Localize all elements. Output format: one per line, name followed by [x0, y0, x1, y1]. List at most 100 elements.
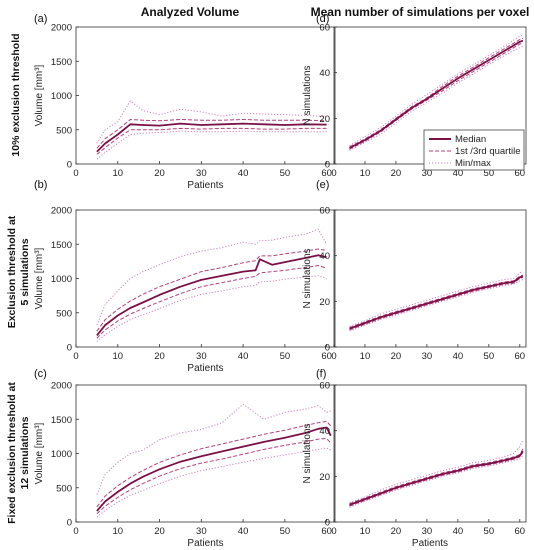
- x-tick-label: 40: [238, 526, 249, 537]
- panels: (a)0 10 20 30 40 50 600500100015002000Patients…: [34, 13, 527, 549]
- series-line-median-c: [96, 426, 332, 512]
- x-tick-label: 60: [515, 168, 526, 179]
- legend-box: [423, 129, 525, 171]
- x-tick-label: 20: [391, 168, 402, 179]
- x-tick-label: 30: [422, 351, 433, 362]
- x-tick-label: 60: [515, 526, 526, 537]
- x-tick-label: 20: [154, 168, 165, 179]
- x-tick-label: 0: [331, 168, 336, 179]
- x-tick-label: 30: [196, 526, 207, 537]
- y-tick-label: 500: [56, 125, 72, 136]
- series-line-q3-e: [349, 274, 524, 329]
- series-line-q1-a: [96, 127, 327, 155]
- axes-box-e: [333, 209, 527, 348]
- x-tick-label: 30: [422, 526, 433, 537]
- series-line-q3-a: [96, 119, 327, 149]
- series-line-q1-d: [349, 42, 524, 150]
- panel-label-e: (e): [316, 179, 329, 191]
- panel-label-c: (c): [34, 368, 47, 380]
- y-tick-label: 40: [319, 251, 330, 262]
- y-tick-label: 0: [67, 160, 72, 171]
- x-tick-label: 10: [112, 351, 123, 362]
- x-tick-label: 10: [360, 526, 371, 537]
- y-tick-label: 40: [319, 68, 330, 79]
- y-tick-label: 1500: [51, 415, 72, 426]
- panel-label-f: (f): [316, 368, 326, 380]
- axes-box-c: [75, 384, 336, 523]
- panel-label-d: (d): [316, 13, 329, 25]
- y-tick-label: 1000: [51, 449, 72, 460]
- x-tick-label: 20: [154, 526, 165, 537]
- x-tick-label: 60: [321, 351, 332, 362]
- series-line-max-a: [96, 100, 327, 144]
- row-label-10pct: 10% exclusion threshold: [10, 33, 22, 156]
- y-tick-label: 0: [67, 343, 72, 354]
- series-line-max-f: [349, 439, 524, 504]
- series-line-q1-c: [96, 437, 332, 515]
- x-tick-label: 10: [112, 526, 123, 537]
- x-tick-label: 0: [331, 351, 336, 362]
- row-label-threshold-5-line1: Exclusion threshold at: [6, 215, 18, 328]
- y-tick-label: 60: [319, 23, 330, 34]
- x-tick-label: 50: [484, 351, 495, 362]
- y-tick-label: 500: [56, 483, 72, 494]
- x-axis-label-a: Patients: [187, 180, 223, 191]
- series-line-max-e: [349, 271, 524, 327]
- y-tick-label: 20: [319, 472, 330, 483]
- series-line-median-e: [349, 275, 524, 330]
- y-tick-label: 0: [325, 343, 330, 354]
- y-axis-label-a: Volume [mm³]: [34, 64, 45, 126]
- panel-label-b: (b): [34, 179, 47, 191]
- y-tick-label: 500: [56, 308, 72, 319]
- x-tick-label: 20: [154, 351, 165, 362]
- x-axis-label-b: Patients: [187, 363, 223, 374]
- x-tick-label: 50: [484, 526, 495, 537]
- y-tick-label: 20: [319, 297, 330, 308]
- y-tick-label: 1000: [51, 274, 72, 285]
- x-tick-label: 20: [391, 351, 402, 362]
- row-label-threshold-5-line2: 5 simulations: [19, 238, 31, 305]
- y-tick-label: 2000: [51, 381, 72, 392]
- panel-label-a: (a): [34, 13, 47, 25]
- series-line-min-a: [96, 130, 327, 160]
- x-tick-label: 50: [280, 351, 291, 362]
- series-line-q1-f: [349, 452, 524, 507]
- x-tick-label: 60: [515, 351, 526, 362]
- row-label-fixed-12-line2: 12 simulations: [19, 416, 31, 489]
- series-line-min-b: [96, 275, 327, 342]
- row-label-fixed-12-line1: Fixed exclusion threshold at: [6, 382, 18, 524]
- panel-a: (a)0 10 20 30 40 50 600500100015002000Patients…: [34, 13, 336, 191]
- legend-median-label: Median: [455, 134, 486, 145]
- y-tick-label: 2000: [51, 23, 72, 34]
- series-line-median-d: [349, 39, 524, 149]
- x-tick-label: 50: [280, 526, 291, 537]
- x-tick-label: 10: [360, 168, 371, 179]
- x-tick-label: 10: [360, 351, 371, 362]
- y-tick-label: 60: [319, 206, 330, 217]
- x-tick-label: 40: [453, 168, 464, 179]
- x-tick-label: 60: [321, 526, 332, 537]
- axes-box-f: [333, 384, 527, 523]
- series-line-q3-d: [349, 37, 524, 148]
- legend-minmax-label: Min/max: [455, 158, 491, 169]
- y-tick-label: 1500: [51, 57, 72, 68]
- y-tick-label: 1000: [51, 91, 72, 102]
- panel-c: (c)0 10 20 30 40 50 600500100015002000Patients…: [34, 368, 336, 549]
- x-axis-label-f: Patients: [412, 538, 448, 549]
- column-title-simulations: Mean number of simulations per voxel: [311, 5, 530, 19]
- y-axis-label-d: N simulations: [302, 65, 313, 125]
- x-tick-label: 20: [391, 526, 402, 537]
- y-tick-label: 2000: [51, 206, 72, 217]
- x-tick-label: 0: [73, 351, 78, 362]
- x-tick-label: 10: [112, 168, 123, 179]
- y-tick-label: 0: [325, 160, 330, 171]
- y-tick-label: 0: [325, 518, 330, 529]
- x-tick-label: 50: [484, 168, 495, 179]
- series-line-max-b: [96, 228, 328, 326]
- series-line-max-c: [96, 403, 331, 495]
- y-axis-label-c: Volume [mm³]: [34, 422, 45, 484]
- y-tick-label: 40: [319, 426, 330, 437]
